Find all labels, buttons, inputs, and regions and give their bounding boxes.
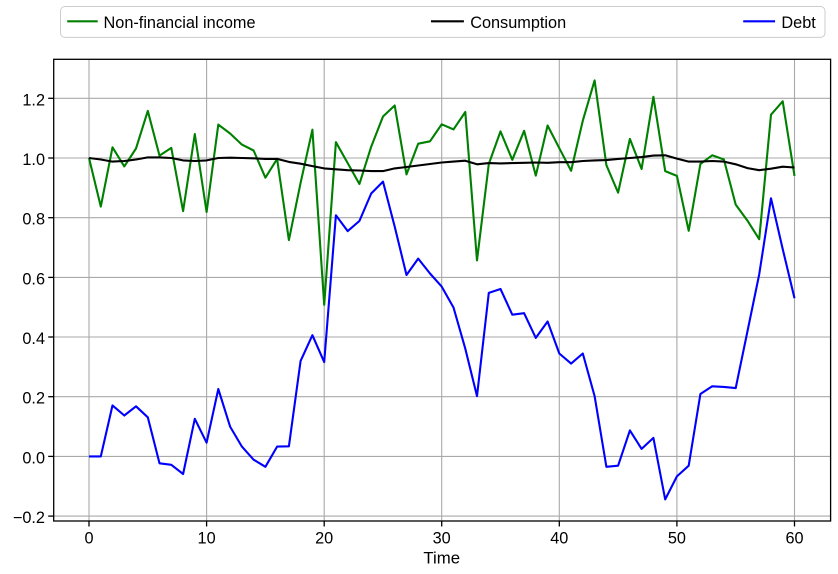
svg-text:50: 50	[668, 529, 686, 547]
svg-text:30: 30	[433, 529, 451, 547]
svg-text:−0.2: −0.2	[13, 509, 45, 527]
svg-text:Time: Time	[423, 549, 460, 568]
svg-text:Non-financial income: Non-financial income	[104, 14, 256, 32]
svg-text:0.8: 0.8	[22, 211, 45, 229]
svg-text:10: 10	[198, 529, 216, 547]
svg-text:0.6: 0.6	[22, 270, 45, 288]
svg-text:0.0: 0.0	[22, 449, 45, 467]
svg-text:0: 0	[84, 529, 93, 547]
svg-text:0.4: 0.4	[22, 330, 45, 348]
svg-text:Consumption: Consumption	[470, 14, 566, 32]
svg-text:Debt: Debt	[781, 14, 816, 32]
svg-text:0.2: 0.2	[22, 390, 45, 408]
svg-text:20: 20	[315, 529, 333, 547]
svg-text:1.0: 1.0	[22, 151, 45, 169]
svg-text:1.2: 1.2	[22, 91, 45, 109]
svg-text:40: 40	[550, 529, 568, 547]
svg-text:60: 60	[785, 529, 803, 547]
